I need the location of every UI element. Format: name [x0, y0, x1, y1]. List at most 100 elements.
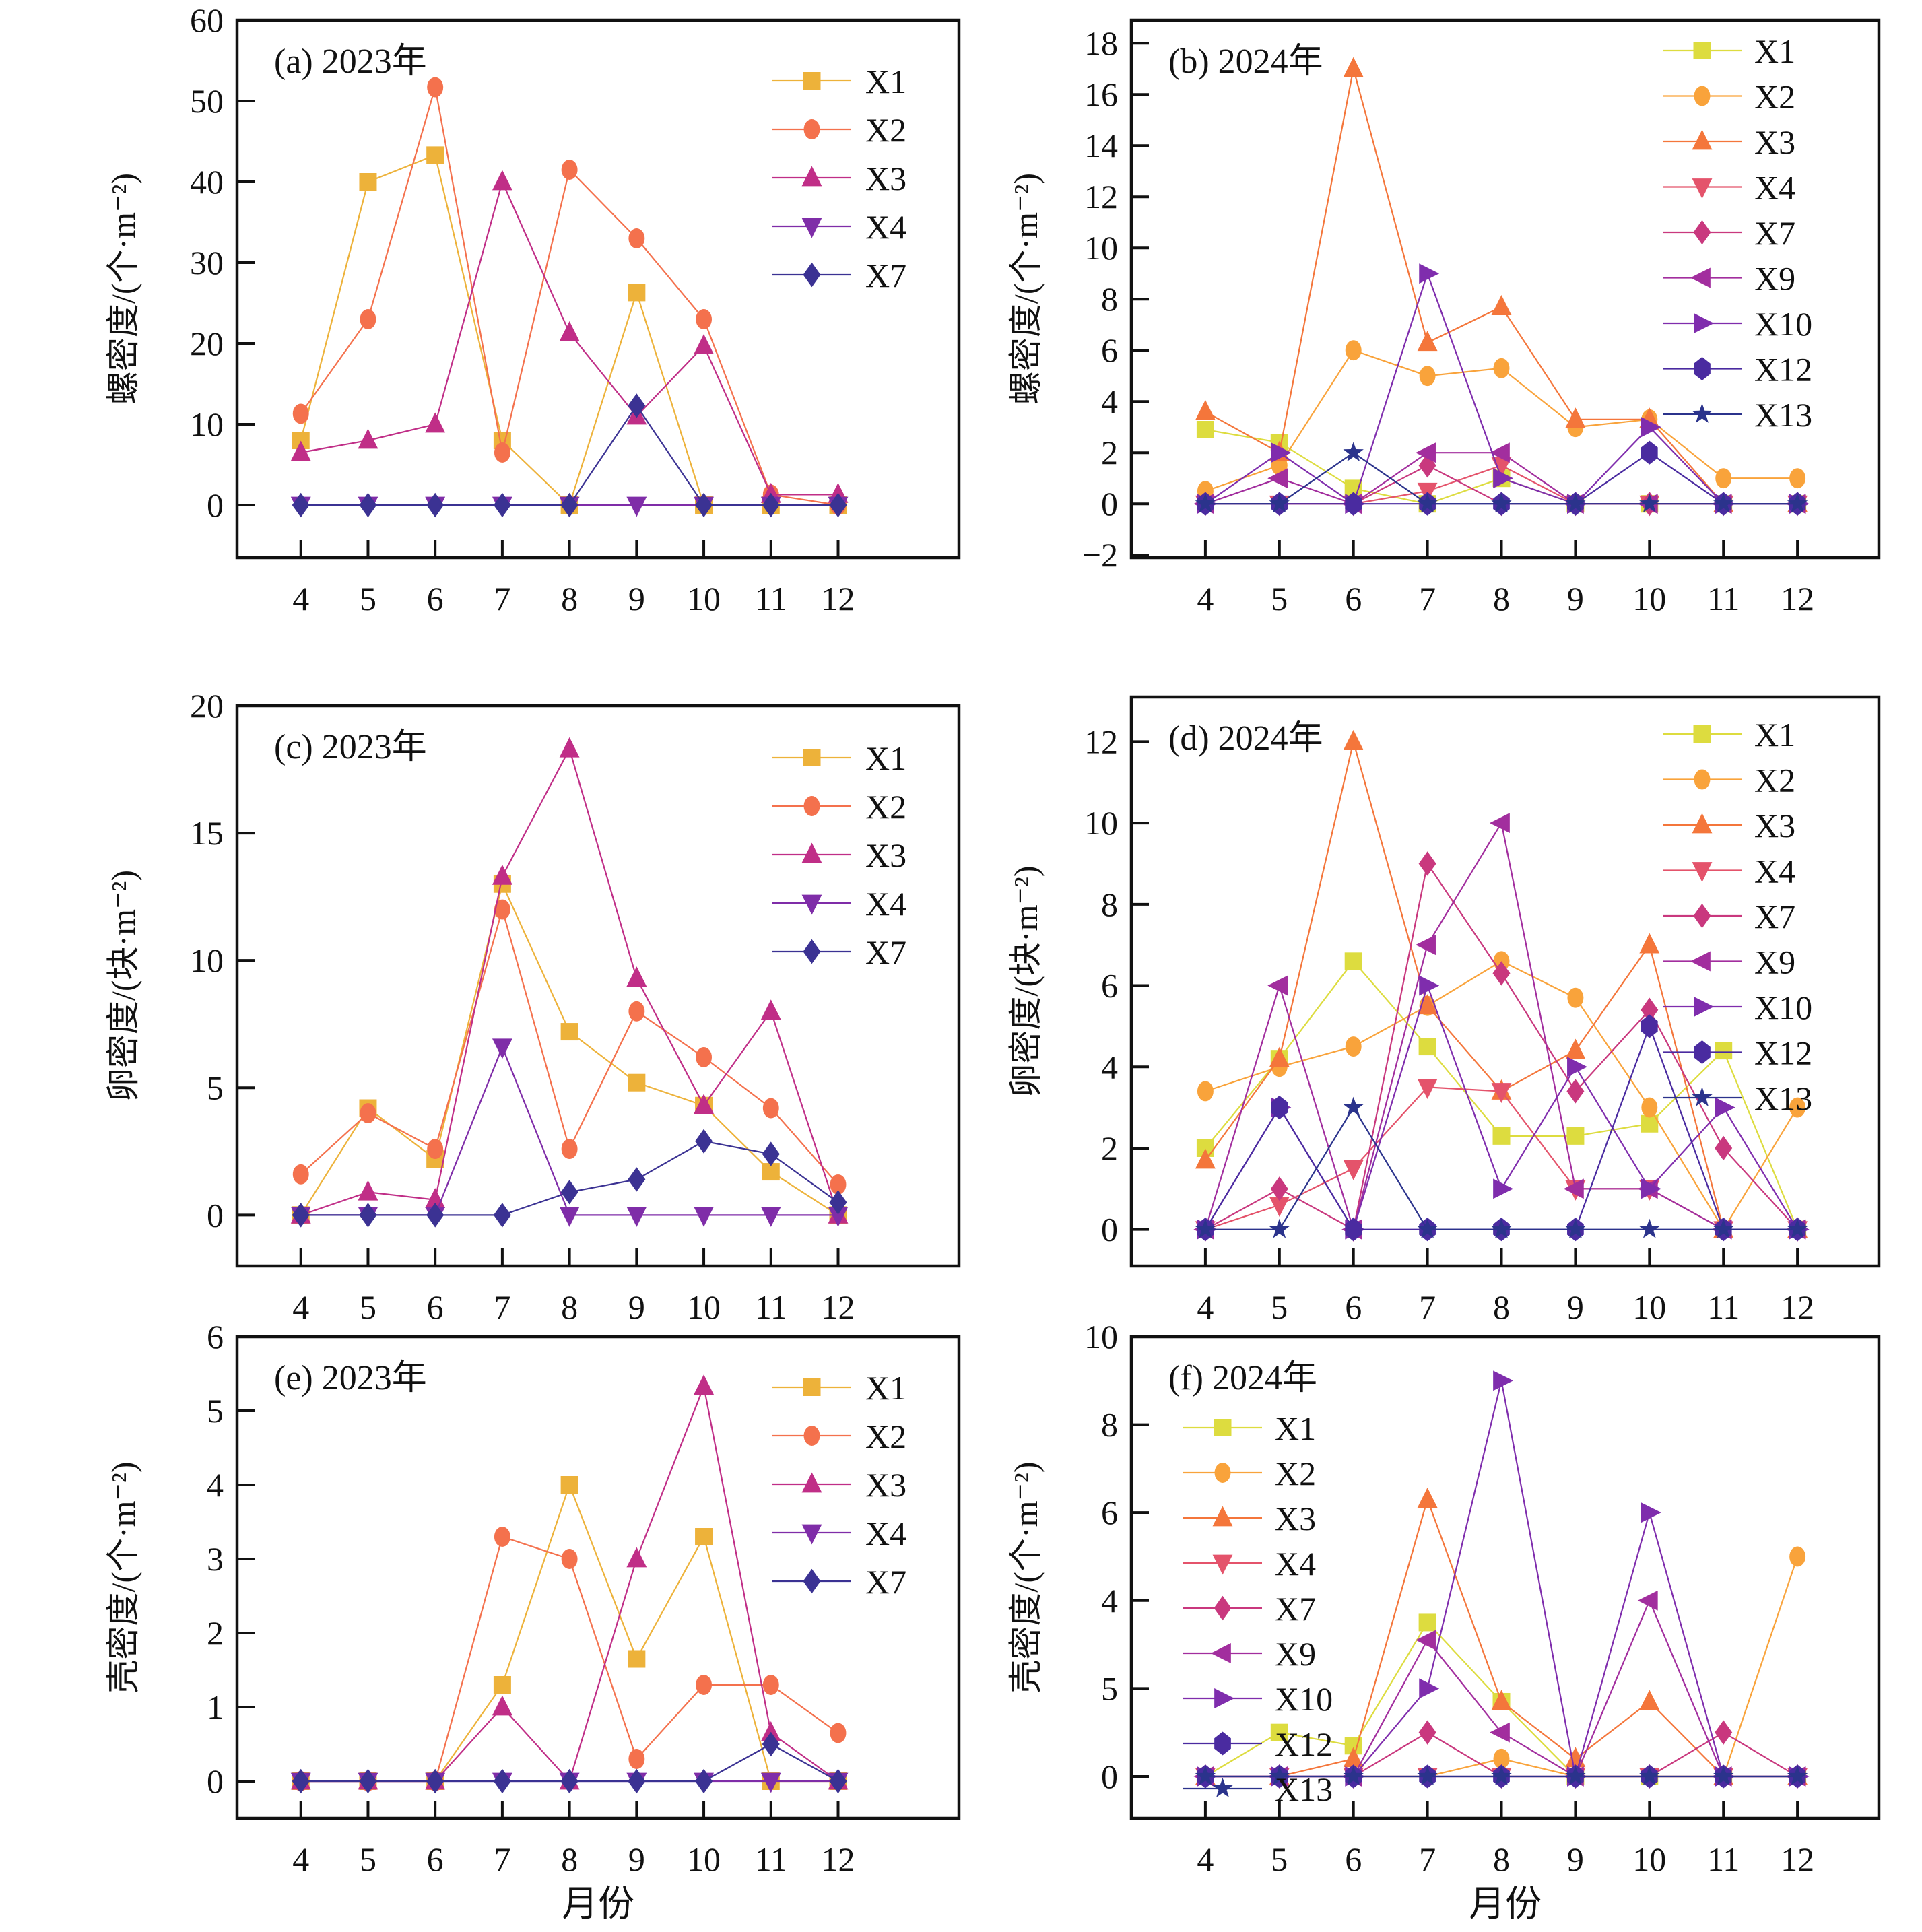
data-point-marker	[801, 1472, 822, 1493]
x-tick-label: 7	[494, 1840, 510, 1878]
data-point-marker	[1214, 1419, 1232, 1436]
x-tick-label: 12	[1781, 1288, 1814, 1320]
data-point-marker	[1639, 493, 1660, 513]
data-point-marker	[762, 492, 780, 518]
x-tick-label: 12	[1781, 580, 1814, 618]
data-point-marker	[1210, 1643, 1231, 1663]
data-point-marker	[1212, 1778, 1233, 1797]
legend-label: X13	[1754, 396, 1812, 434]
data-point-marker	[1419, 263, 1440, 284]
legend: X1 X2 X3 X4 X7	[772, 1369, 906, 1601]
x-tick-label: 6	[427, 1840, 444, 1878]
data-point-marker	[1694, 997, 1715, 1017]
legend-item-X3: X3	[1183, 1500, 1316, 1537]
y-tick-label: 0	[207, 1762, 224, 1800]
data-point-marker	[828, 1207, 849, 1227]
x-tick-label: 11	[1707, 580, 1739, 618]
series-X9	[1193, 813, 1806, 1240]
data-point-marker	[493, 492, 511, 518]
legend-item-X4: X4	[772, 208, 906, 246]
data-point-marker	[1692, 129, 1713, 150]
x-tick-label: 8	[1493, 580, 1510, 618]
data-point-marker	[1212, 1554, 1233, 1575]
x-tick-label: 5	[360, 1840, 376, 1878]
legend-item-X9: X9	[1663, 943, 1795, 981]
data-point-marker	[762, 1675, 779, 1695]
data-point-marker	[1214, 1688, 1235, 1708]
legend-item-X4: X4	[772, 885, 906, 923]
data-point-marker	[358, 428, 378, 449]
y-tick-label: 5	[207, 1069, 224, 1106]
data-point-marker	[695, 1768, 713, 1794]
data-point-marker	[494, 442, 510, 463]
data-point-marker	[561, 1139, 578, 1159]
data-point-marker	[1343, 1160, 1364, 1180]
data-point-marker	[1566, 1079, 1585, 1104]
x-tick-label: 12	[1781, 1840, 1814, 1878]
data-point-marker	[1343, 1096, 1364, 1117]
data-point-marker	[1212, 1506, 1233, 1527]
data-point-marker	[359, 1203, 377, 1228]
legend-item-X7: X7	[1183, 1590, 1316, 1628]
data-point-marker	[803, 262, 821, 288]
panel-title: (d) 2024年	[1168, 719, 1323, 758]
data-point-marker	[1567, 987, 1584, 1008]
data-point-marker	[803, 119, 820, 139]
data-point-marker	[801, 218, 822, 238]
y-tick-label: 14	[1084, 127, 1118, 164]
data-point-marker	[628, 393, 646, 418]
data-point-marker	[560, 1180, 578, 1205]
legend-label: X2	[1754, 78, 1795, 116]
x-tick-label: 10	[687, 1840, 721, 1878]
data-point-marker	[801, 1524, 822, 1545]
data-point-marker	[1641, 1097, 1658, 1118]
x-tick-label: 11	[755, 1840, 787, 1878]
x-tick-label: 10	[1632, 1840, 1666, 1878]
x-tick-label: 11	[1707, 1288, 1739, 1320]
data-point-marker	[560, 1476, 578, 1494]
data-point-marker	[628, 1073, 646, 1092]
data-point-marker	[1195, 1766, 1216, 1785]
x-tick-label: 8	[1493, 1288, 1510, 1320]
legend-label: X10	[1754, 989, 1812, 1026]
x-tick-label: 12	[822, 1840, 855, 1878]
data-point-marker	[803, 72, 821, 90]
legend-label: X2	[865, 111, 906, 149]
data-point-marker	[560, 492, 578, 518]
y-axis-label: 壳密度/(个·m⁻²)	[104, 1461, 142, 1693]
panel-a: 0 10 20 30 40 50 60 4 5 6 7 8 9 10 11 12 螺密度/(个·m⁻²) (a) …	[0, 0, 963, 644]
data-point-marker	[290, 440, 311, 461]
y-tick-label: 2	[1101, 434, 1118, 471]
legend-item-X12: X12	[1183, 1725, 1333, 1763]
x-tick-label: 9	[628, 580, 645, 618]
legend-label: X1	[1754, 716, 1795, 754]
y-tick-label: 10	[1084, 229, 1118, 267]
x-tick-label: 6	[1345, 1288, 1362, 1320]
data-point-marker	[1416, 935, 1436, 956]
data-point-marker	[1270, 1723, 1288, 1741]
x-tick-label: 8	[561, 1288, 578, 1320]
series-X7	[292, 393, 847, 518]
legend-item-X9: X9	[1663, 260, 1795, 298]
legend-label: X13	[1754, 1079, 1812, 1117]
y-tick-label: 5	[207, 1392, 224, 1430]
data-point-marker	[1641, 1502, 1661, 1523]
y-tick-label: 50	[190, 82, 224, 120]
data-point-marker	[1641, 1178, 1661, 1199]
x-tick-label: 6	[427, 580, 444, 618]
data-point-marker	[1345, 492, 1362, 516]
data-point-marker	[1715, 1097, 1735, 1118]
data-point-marker	[1493, 468, 1514, 489]
y-tick-label: 8	[1101, 280, 1118, 318]
legend-item-X3: X3	[772, 160, 906, 197]
data-point-marker	[1639, 1766, 1660, 1785]
data-point-marker	[1694, 1040, 1711, 1065]
data-point-marker	[1418, 1613, 1436, 1632]
data-point-marker	[696, 1046, 713, 1067]
legend-label: X9	[1754, 260, 1795, 298]
y-axis-label: 卵密度/(块·m⁻²)	[104, 870, 142, 1102]
legend: X1 X2 X3 X4 X7	[772, 63, 906, 294]
y-tick-label: 10	[190, 941, 224, 979]
data-point-marker	[1491, 493, 1512, 513]
x-tick-label: 7	[1419, 1840, 1436, 1878]
